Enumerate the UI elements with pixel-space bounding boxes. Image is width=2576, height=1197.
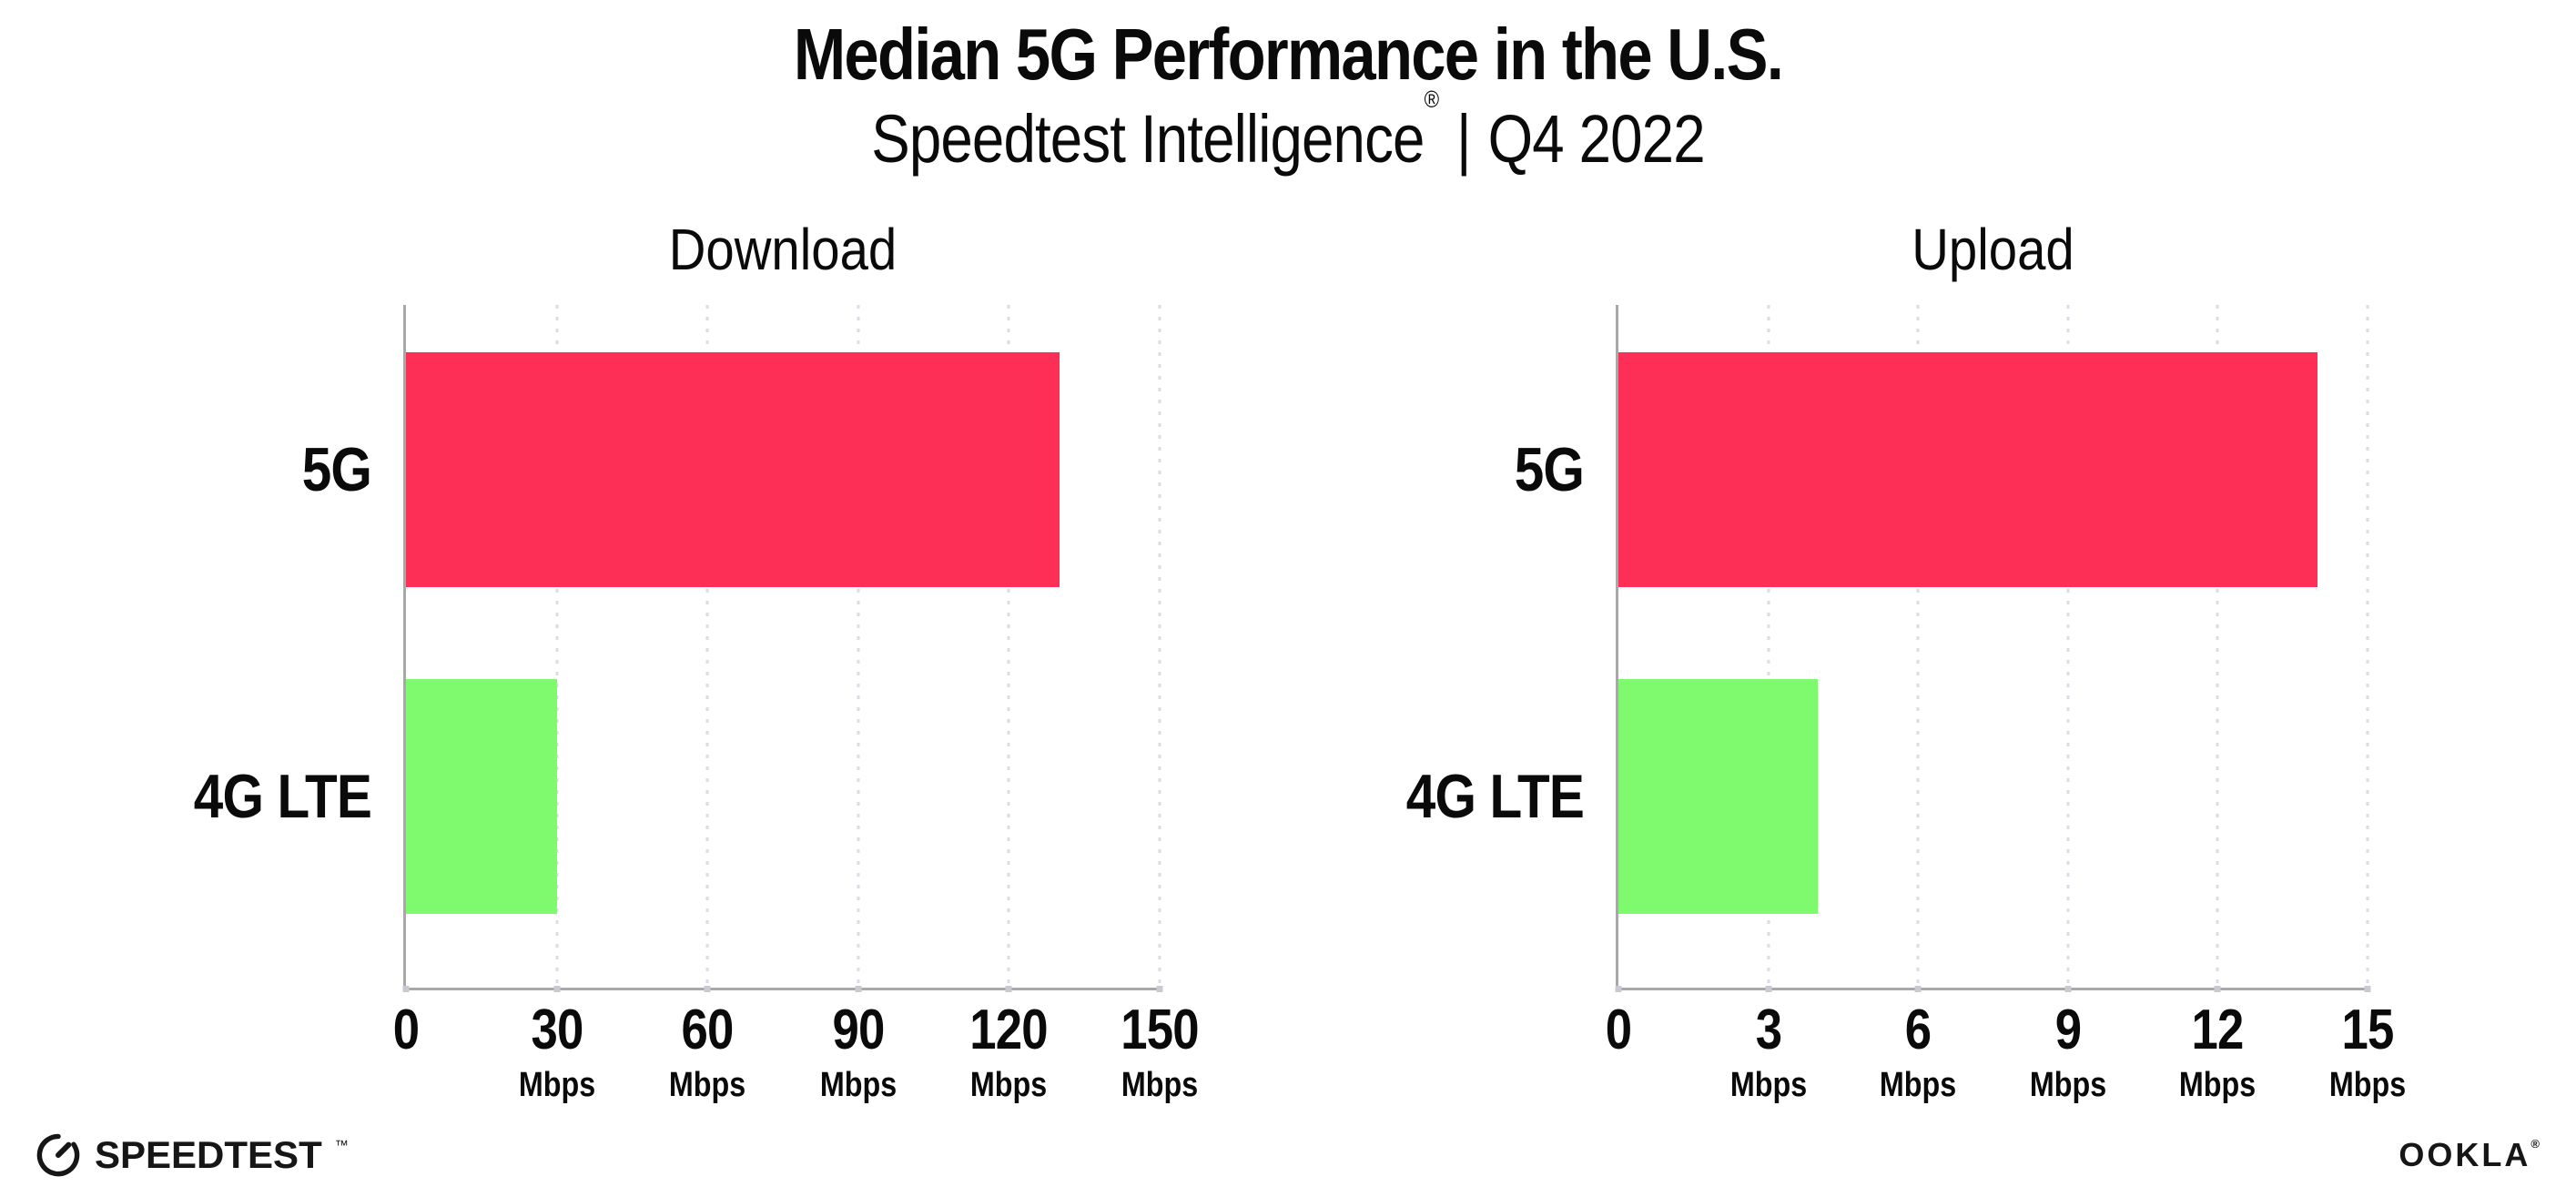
x-axis-tick-0: 0 [392, 999, 420, 1061]
upload-chart-title: Upload [1912, 217, 2074, 282]
x-tick-unit: Mbps [1121, 1066, 1199, 1104]
bar-4g-lte [406, 679, 557, 914]
gridline-120 [1007, 305, 1010, 988]
registered-mark-icon: ® [2530, 1137, 2540, 1151]
x-axis-tick-90: 90 Mbps [819, 999, 897, 1104]
x-axis-tick-150: 150 Mbps [1121, 999, 1199, 1104]
x-tick-value: 120 [969, 999, 1049, 1061]
ookla-wordmark: OOKLA [2399, 1136, 2531, 1173]
x-tick-unit: Mbps [970, 1066, 1048, 1104]
x-tick-unit: Mbps [2029, 1066, 2106, 1104]
x-axis-tick-15: 15 Mbps [2328, 999, 2407, 1104]
axis-tick-dot [553, 986, 561, 992]
x-tick-unit: Mbps [819, 1066, 897, 1104]
axis-tick-dot [402, 986, 410, 992]
footer: SPEEDTEST ™ OOKLA ® [35, 1131, 2540, 1179]
x-axis-tick-120: 120 Mbps [969, 999, 1049, 1104]
x-tick-value: 3 [1755, 999, 1781, 1061]
x-axis-tick-9: 9 Mbps [2029, 999, 2106, 1104]
x-tick-value: 9 [2054, 999, 2082, 1061]
axis-tick-dot [1615, 986, 1622, 992]
gridline-90 [857, 305, 860, 988]
axis-tick-dot [2214, 986, 2221, 992]
gridline-60 [705, 305, 709, 988]
category-label-4g-lte: 4G LTE [193, 762, 372, 831]
axis-tick-dot [1765, 986, 1772, 992]
x-tick-unit: Mbps [669, 1066, 746, 1104]
axis-tick-dot [704, 986, 711, 992]
axis-tick-dot [1914, 986, 1922, 992]
x-axis-tick-12: 12 Mbps [2179, 999, 2257, 1104]
x-tick-value: 150 [1121, 999, 1199, 1061]
download-chart-title: Download [668, 217, 898, 282]
trademark-icon: ™ [334, 1138, 349, 1153]
x-tick-unit: Mbps [1880, 1066, 1957, 1104]
x-tick-value: 15 [2341, 999, 2395, 1061]
axis-tick-dot [1156, 986, 1163, 992]
gauge-icon [36, 1133, 80, 1177]
x-tick-unit: Mbps [1729, 1066, 1807, 1104]
x-axis-tick-3: 3 Mbps [1729, 999, 1807, 1104]
subtitle-period: Q4 2022 [1487, 101, 1706, 177]
x-tick-unit: Mbps [2179, 1066, 2257, 1104]
speedtest-logo: SPEEDTEST ™ [35, 1131, 349, 1179]
subtitle: Speedtest Intelligence® | Q4 2022 [180, 86, 2396, 178]
registered-mark-icon: ® [1424, 86, 1440, 114]
gridline-9 [2066, 305, 2070, 988]
speedtest-wordmark: SPEEDTEST [95, 1133, 322, 1176]
axis-tick-dot [2364, 986, 2371, 992]
header: Median 5G Performance in the U.S. Speedt… [0, 13, 2576, 178]
download-chart-plot: Download 0 30 Mbps 60 Mbps 90 Mbps 120 Mbps 150 Mb… [194, 217, 1200, 1102]
main-title: Median 5G Performance in the U.S. [793, 14, 1784, 95]
x-tick-value: 60 [681, 999, 735, 1061]
subtitle-separator: | [1455, 101, 1472, 177]
gridline-12 [2216, 305, 2219, 988]
bar-5g [406, 352, 1060, 587]
category-label-4g-lte: 4G LTE [1405, 762, 1585, 831]
gridline-6 [1916, 305, 1920, 988]
upload-chart-plot: Upload 0 3 Mbps 6 Mbps 9 Mbps 12 Mbps 15 Mbps 5G 4G … [1406, 217, 2406, 1102]
x-axis-tick-6: 6 Mbps [1880, 999, 1957, 1104]
x-axis-tick-0: 0 [1605, 999, 1632, 1061]
x-tick-value: 90 [832, 999, 885, 1061]
gridline-30 [555, 305, 559, 988]
subtitle-brand: Speedtest Intelligence [871, 101, 1425, 177]
x-tick-value: 6 [1904, 999, 1932, 1061]
bar-5g [1618, 352, 2318, 587]
x-tick-value: 12 [2191, 999, 2245, 1061]
axis-tick-dot [855, 986, 862, 992]
axis-tick-dot [2064, 986, 2072, 992]
x-tick-unit: Mbps [2328, 1066, 2407, 1104]
axis-tick-dot [1005, 986, 1012, 992]
ookla-logo: OOKLA ® [2399, 1136, 2540, 1174]
gridline-150 [1158, 305, 1161, 988]
x-tick-unit: Mbps [518, 1066, 595, 1104]
bar-4g-lte [1618, 679, 1819, 914]
gridline-15 [2366, 305, 2369, 988]
gridline-3 [1767, 305, 1770, 988]
x-tick-value: 0 [1605, 999, 1632, 1061]
category-label-5g: 5G [301, 435, 372, 504]
category-label-5g: 5G [1514, 435, 1585, 504]
x-axis-tick-30: 30 Mbps [518, 999, 595, 1104]
x-axis-tick-60: 60 Mbps [669, 999, 746, 1104]
x-tick-value: 0 [392, 999, 420, 1061]
x-tick-value: 30 [531, 999, 583, 1061]
